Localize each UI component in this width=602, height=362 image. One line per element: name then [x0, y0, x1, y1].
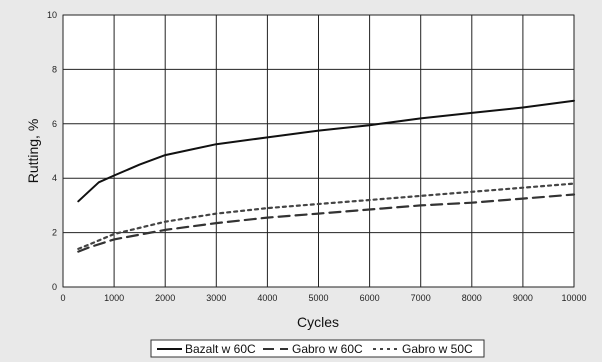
y-tick-label: 10: [47, 10, 57, 20]
y-tick-label: 2: [52, 228, 57, 238]
y-tick-labels: 0 2 4 6 8 10: [47, 10, 57, 292]
x-tick-label: 5000: [308, 293, 328, 303]
legend: Bazalt w 60C Gabro w 60C Gabro w 50C: [150, 339, 485, 358]
legend-label-gabro-60c: Gabro w 60C: [292, 342, 363, 356]
series-layer: [77, 99, 576, 253]
y-axis-label: Rutting, %: [25, 119, 41, 184]
x-tick-label: 1000: [104, 293, 124, 303]
x-tick-label: 3000: [206, 293, 226, 303]
x-tick-label: 7000: [411, 293, 431, 303]
series-line-1: [77, 193, 576, 253]
legend-label-gabro-50c: Gabro w 50C: [402, 342, 473, 356]
y-tick-label: 6: [52, 119, 57, 129]
x-tick-label: 0: [60, 293, 65, 303]
x-tick-label: 6000: [360, 293, 380, 303]
x-axis-label: Cycles: [297, 314, 339, 330]
series-line-0: [77, 99, 575, 203]
x-tick-label: 9000: [513, 293, 533, 303]
x-tick-label: 8000: [462, 293, 482, 303]
x-tick-label: 2000: [155, 293, 175, 303]
y-tick-label: 4: [52, 173, 57, 183]
legend-box: [150, 339, 485, 358]
x-tick-labels: 0 1000 2000 3000 4000 5000 6000 7000 8000 9000 100…: [60, 293, 586, 303]
x-tick-label: 10000: [561, 293, 586, 303]
y-tick-label: 8: [52, 64, 57, 74]
y-tick-label: 0: [52, 282, 57, 292]
x-tick-label: 4000: [257, 293, 277, 303]
legend-label-bazalt-60c: Bazalt w 60C: [185, 342, 256, 356]
series-line-2: [77, 182, 576, 250]
